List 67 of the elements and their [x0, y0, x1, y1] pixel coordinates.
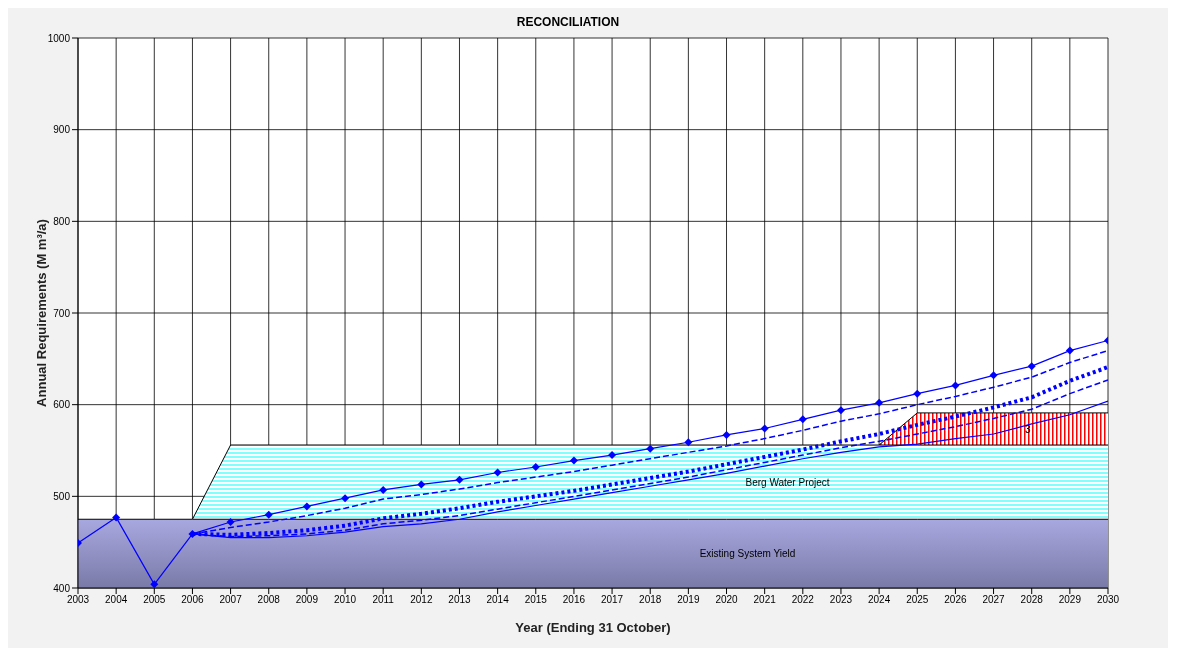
point — [1027, 362, 1036, 371]
point — [608, 451, 617, 460]
x-tick-label: 2030 — [1096, 594, 1120, 606]
x-tick-label: 2007 — [219, 594, 243, 606]
x-tick-label: 2019 — [677, 594, 700, 606]
point — [341, 494, 350, 503]
point — [302, 502, 311, 511]
series-label: 3 — [1025, 423, 1032, 435]
point — [951, 381, 960, 390]
point — [226, 518, 235, 526]
chart-title: RECONCILIATION — [516, 15, 620, 29]
point — [1065, 346, 1074, 355]
y-tick-label: 900 — [53, 124, 71, 136]
y-tick-label: 700 — [53, 307, 71, 319]
point — [150, 580, 159, 588]
x-tick-label: 2016 — [562, 594, 586, 606]
x-tick-label: 2015 — [524, 594, 548, 606]
series-label: Existing System Yield — [699, 548, 796, 560]
x-tick-label: 2023 — [829, 594, 853, 606]
point — [913, 389, 922, 398]
point — [493, 468, 502, 477]
y-axis-title: Annual Requirements (M m³/a) — [34, 219, 49, 407]
x-axis-title: Year (Ending 31 October) — [515, 620, 671, 635]
y-tick-label: 800 — [53, 215, 71, 227]
y-tick-label: 600 — [53, 399, 71, 411]
x-tick-label: 2009 — [295, 594, 319, 606]
x-tick-label: 2020 — [715, 594, 739, 606]
point — [264, 510, 273, 519]
x-tick-label: 2021 — [753, 594, 777, 606]
point — [875, 398, 884, 407]
point — [188, 529, 197, 538]
y-tick-label: 1000 — [47, 32, 71, 44]
point — [531, 463, 540, 471]
y-tick-label: 500 — [53, 490, 71, 502]
point — [684, 438, 693, 447]
point — [836, 406, 845, 415]
x-tick-label: 2017 — [600, 594, 624, 606]
x-tick-label: 2025 — [906, 594, 929, 606]
point — [722, 430, 731, 439]
x-tick-label: 2014 — [486, 594, 510, 606]
x-tick-label: 2004 — [105, 594, 128, 606]
x-tick-label: 2012 — [410, 594, 433, 606]
point — [760, 424, 769, 433]
point — [112, 513, 121, 522]
point — [417, 480, 426, 489]
x-tick-label: 2026 — [944, 594, 967, 606]
x-tick-label: 2008 — [257, 594, 281, 606]
point — [455, 475, 464, 484]
x-tick-label: 2022 — [791, 594, 815, 606]
x-tick-label: 2006 — [181, 594, 204, 606]
x-tick-label: 2024 — [867, 594, 891, 606]
point — [569, 456, 578, 465]
x-tick-label: 2005 — [143, 594, 166, 606]
x-tick-label: 2010 — [333, 594, 357, 606]
point — [989, 371, 998, 380]
point — [798, 415, 807, 424]
x-tick-label: 2003 — [66, 594, 90, 606]
point — [379, 485, 388, 494]
x-tick-label: 2027 — [982, 594, 1006, 606]
series-label: Berg Water Project — [745, 476, 830, 488]
x-tick-label: 2028 — [1020, 594, 1044, 606]
x-tick-label: 2029 — [1058, 594, 1082, 606]
point — [646, 444, 655, 453]
y-tick-label: 400 — [53, 582, 71, 594]
x-tick-label: 2011 — [372, 594, 395, 606]
x-tick-label: 2018 — [639, 594, 662, 606]
x-tick-label: 2013 — [448, 594, 472, 606]
